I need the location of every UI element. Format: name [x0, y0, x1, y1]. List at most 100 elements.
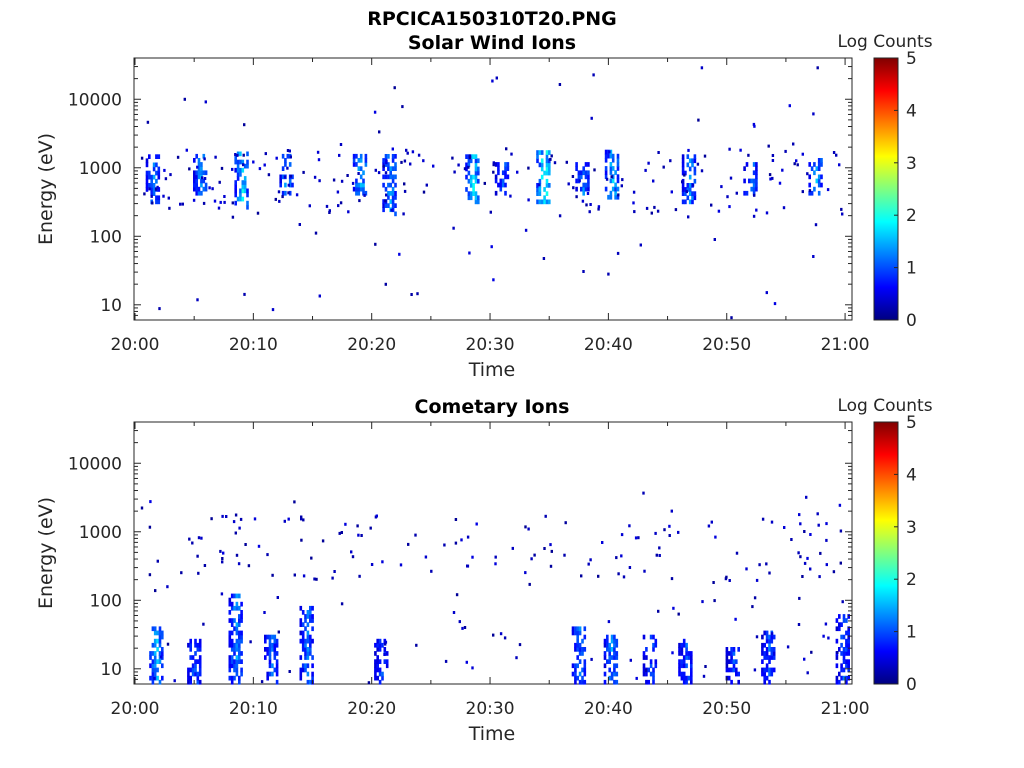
spectrogram-pixel [405, 148, 408, 152]
spectrogram-pixel [336, 190, 340, 194]
spectrogram-pixel [387, 195, 390, 200]
spectrogram-pixel [524, 525, 527, 529]
spectrogram-pixel [158, 638, 162, 644]
spectrogram-pixel [230, 642, 234, 648]
spectrogram-pixel [378, 642, 382, 648]
spectrogram-pixel [835, 638, 839, 644]
spectrogram-pixel [583, 671, 587, 677]
spectrogram-pixel [474, 162, 478, 168]
spectrogram-pixel [688, 191, 692, 196]
spectrogram-pixel [483, 181, 486, 185]
spectrogram-pixel [606, 647, 609, 652]
spectrogram-pixel [374, 242, 377, 246]
spectrogram-pixel [538, 191, 542, 196]
spectrogram-pixel [609, 153, 613, 159]
colorbar-label: Log Counts [837, 32, 932, 52]
spectrogram-pixel [477, 199, 480, 205]
spectrogram-pixel [755, 578, 759, 582]
spectrogram-pixel [150, 178, 153, 184]
spectrogram-pixel [221, 557, 224, 560]
spectrogram-pixel [745, 567, 748, 571]
spectrogram-pixel [306, 671, 310, 677]
spectrogram-pixel [164, 177, 168, 181]
spectrogram-pixel [241, 180, 245, 185]
spectrogram-pixel [241, 196, 245, 202]
spectrogram-pixel [768, 571, 771, 575]
spectrogram-pixel [235, 605, 239, 611]
spectrogram-pixel [504, 190, 507, 196]
spectrogram-pixel [808, 182, 811, 188]
spectrogram-pixel [691, 183, 695, 187]
x-tick-label: 20:30 [466, 699, 515, 719]
spectrogram-pixel [538, 199, 542, 205]
spectrogram-pixel [374, 642, 377, 648]
spectrogram-pixel [581, 638, 584, 644]
spectrogram-pixel [149, 651, 152, 656]
spectrogram-pixel [148, 154, 151, 159]
spectrogram-pixel [847, 634, 850, 640]
spectrogram-pixel [615, 556, 618, 560]
spectrogram-pixel [842, 655, 846, 660]
spectrogram-pixel [384, 203, 388, 208]
spectrogram-pixel [613, 671, 616, 677]
spectrogram-pixel [309, 638, 312, 644]
spectrogram-pixel [364, 162, 368, 167]
spectrogram-pixel [732, 647, 736, 652]
spectrogram-pixel [671, 651, 674, 655]
spectrogram-pixel [494, 190, 498, 196]
spectrogram-pixel [150, 194, 153, 198]
spectrogram-pixel [727, 675, 731, 681]
spectrogram-pixel [304, 614, 307, 619]
spectrogram-pixel [772, 634, 776, 640]
spectrogram-pixel [654, 531, 657, 535]
spectrogram-pixel [375, 514, 378, 518]
spectrogram-pixel [652, 679, 655, 685]
spectrogram-pixel [778, 181, 782, 185]
spectrogram-pixel [688, 166, 692, 172]
spectrogram-pixel [230, 655, 234, 660]
spectrogram-pixel [357, 166, 361, 171]
spectrogram-pixel [299, 618, 303, 623]
spectrogram-pixel [678, 667, 681, 673]
spectrogram-pixel [727, 667, 731, 673]
spectrogram-pixel [391, 158, 395, 163]
spectrogram-pixel [422, 190, 426, 194]
spectrogram-pixel [652, 675, 655, 681]
spectrogram-pixel [288, 162, 292, 167]
spectrogram-pixel [237, 562, 241, 566]
spectrogram-pixel [585, 203, 588, 207]
spectrogram-pixel [587, 174, 590, 180]
spectrogram-pixel [194, 651, 197, 656]
spectrogram-pixel [597, 207, 600, 211]
spectrogram-pixel [338, 153, 341, 157]
spectrogram-pixel [233, 593, 236, 599]
spectrogram-pixel [155, 178, 158, 184]
spectrogram-pixel [291, 174, 294, 180]
spectrogram-pixel [161, 663, 164, 669]
spectrogram-pixel [204, 170, 208, 176]
spectrogram-pixel [152, 191, 156, 196]
spectrogram-pixel [357, 172, 360, 175]
spectrogram-pixel [589, 203, 592, 206]
spectrogram-pixel [189, 655, 192, 660]
spectrogram-pixel [422, 159, 425, 163]
spectrogram-pixel [381, 675, 384, 681]
spectrogram-pixel [840, 651, 843, 656]
spectrogram-pixel [268, 655, 272, 660]
spectrogram-pixel [238, 634, 241, 640]
spectrogram-pixel [235, 638, 239, 644]
spectrogram-pixel [725, 575, 728, 579]
spectrogram-pixel [284, 158, 287, 163]
spectrogram-pixel [230, 647, 234, 652]
spectrogram-pixel [233, 667, 236, 673]
spectrogram-pixel [240, 651, 243, 656]
spectrogram-pixel [228, 667, 232, 673]
spectrogram-pixel [609, 178, 613, 184]
spectrogram-pixel [339, 143, 343, 146]
spectrogram-pixel [571, 671, 575, 677]
spectrogram-pixel [730, 651, 733, 656]
spectrogram-pixel [820, 182, 823, 188]
x-tick-label: 20:50 [702, 699, 751, 719]
spectrogram-pixel [474, 166, 478, 172]
spectrogram-pixel [467, 162, 471, 168]
